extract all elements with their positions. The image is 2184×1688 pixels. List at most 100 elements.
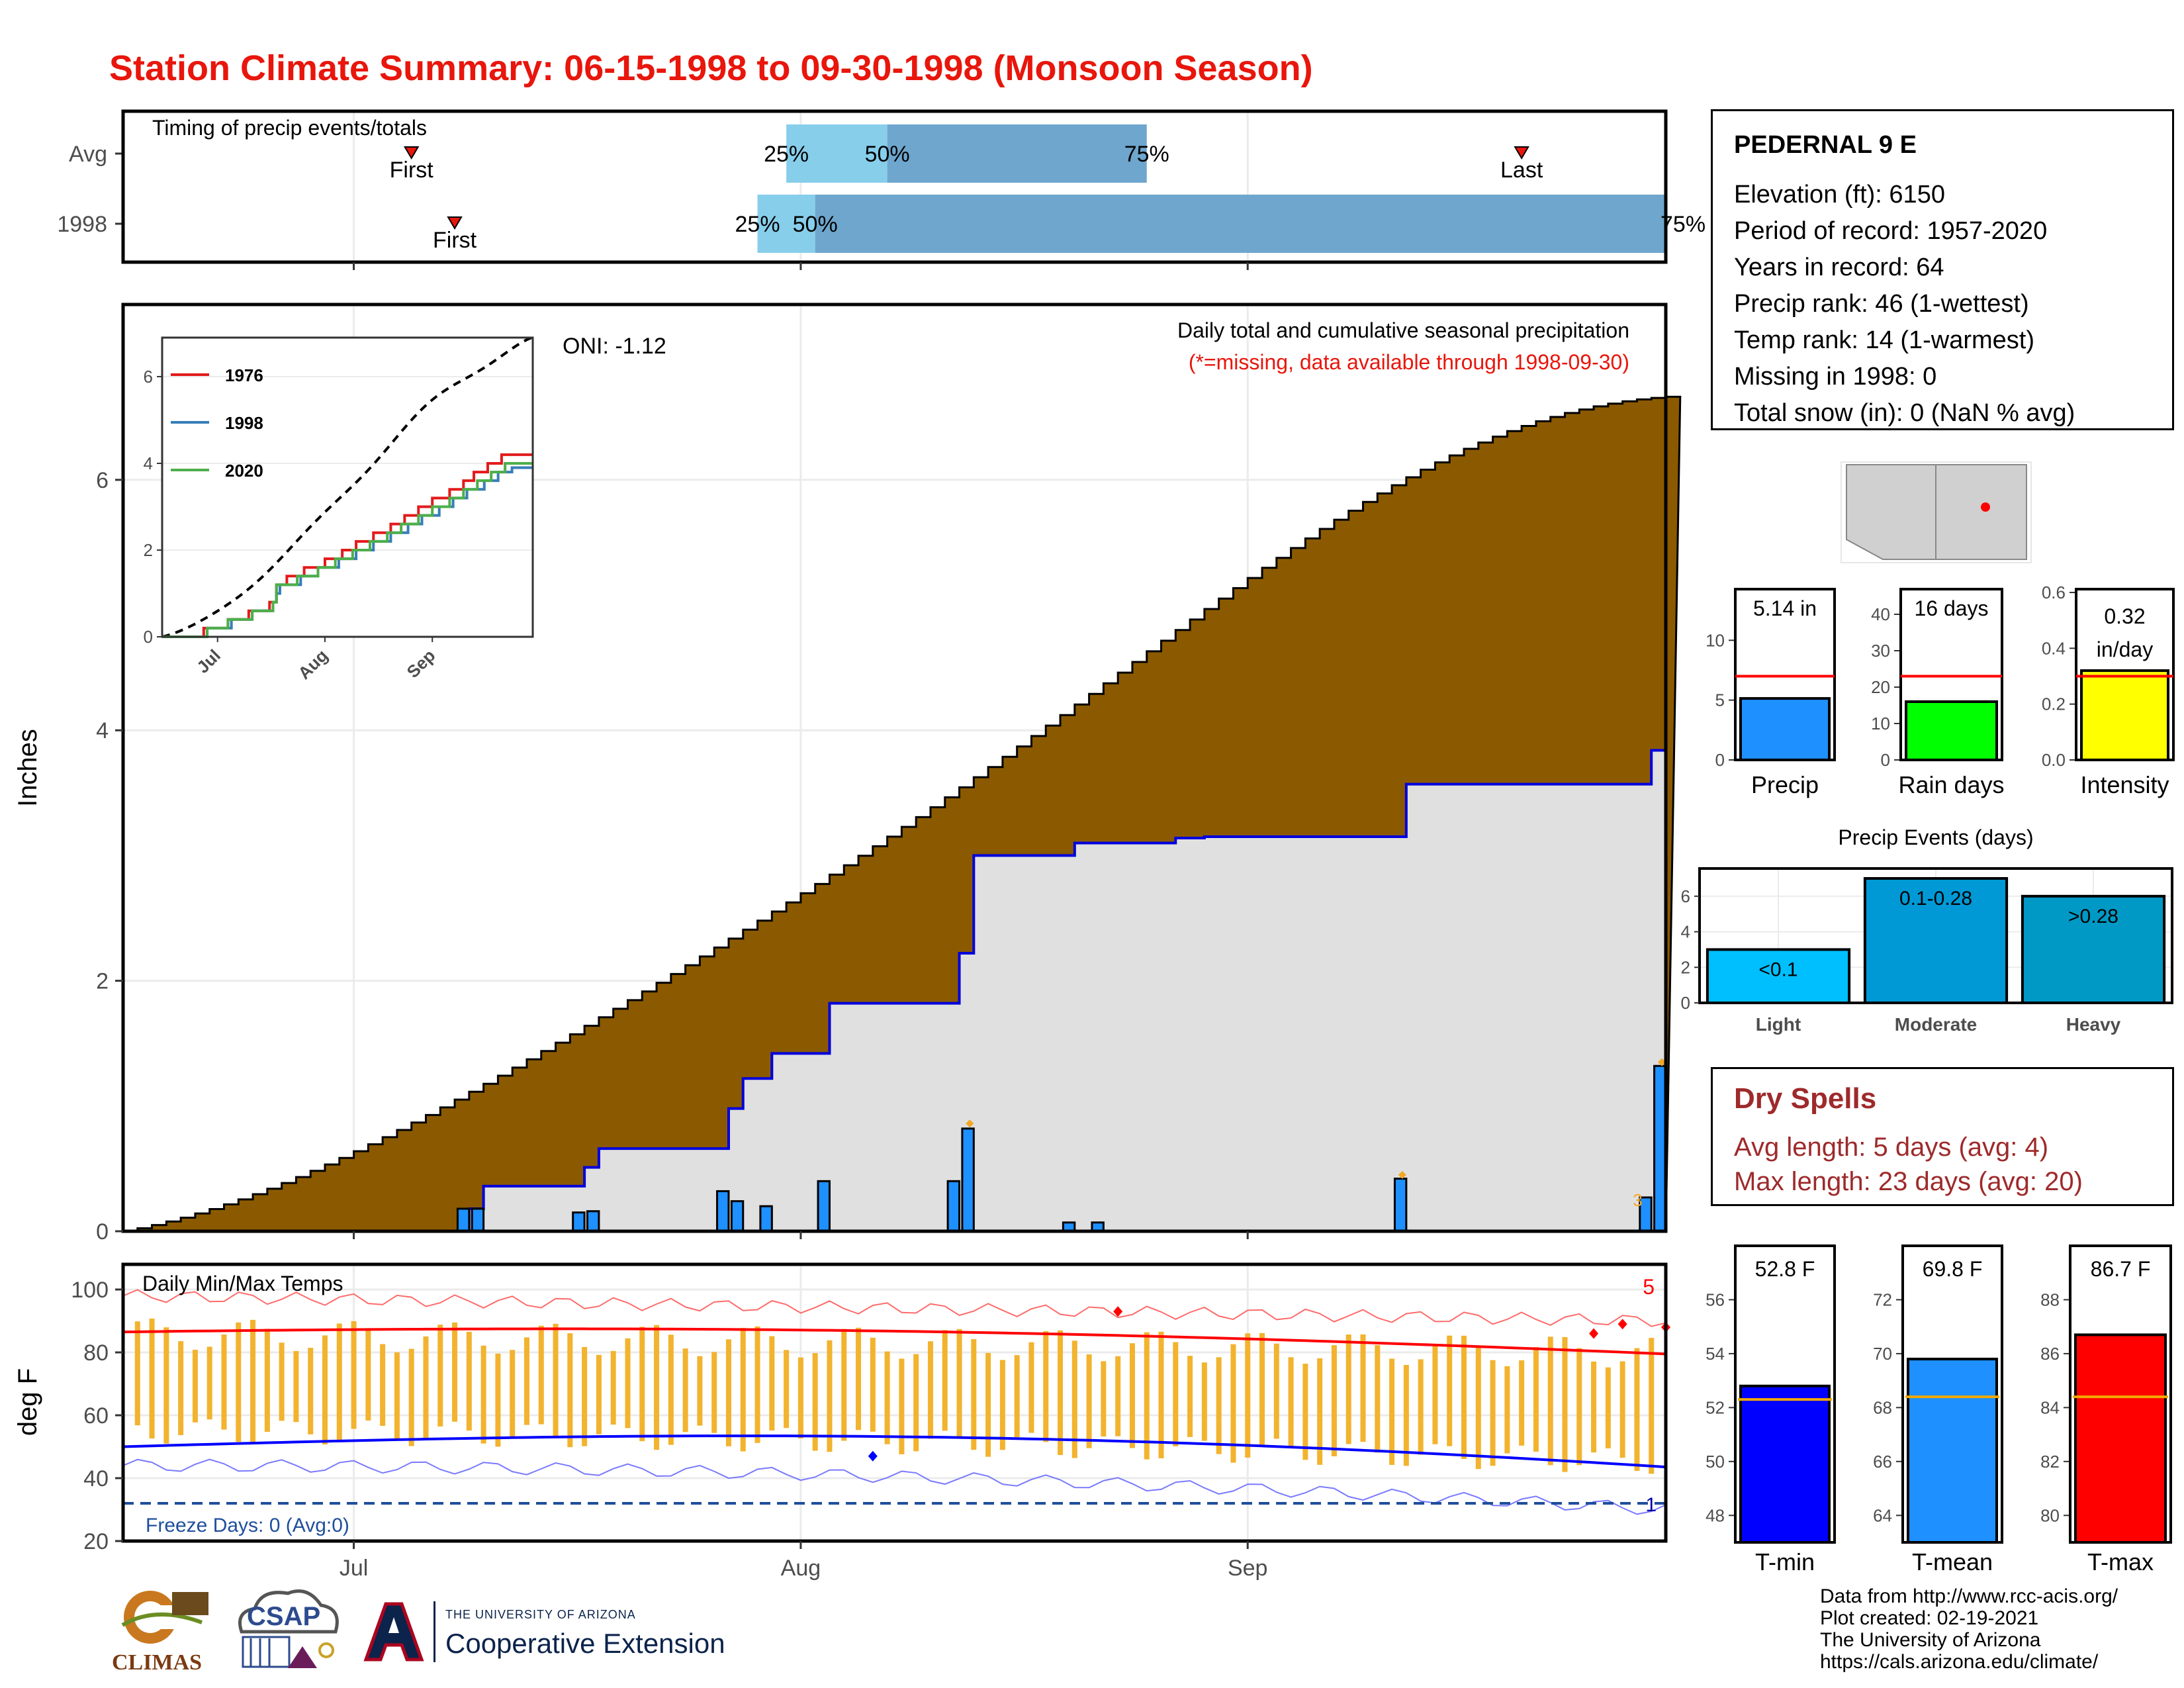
timeline-row-label: 1998	[57, 212, 107, 237]
tsummary-y-tick-label: 72	[1873, 1289, 1892, 1309]
inset-y-tick-label: 0	[144, 627, 153, 647]
daily-temp-bar	[1201, 1362, 1207, 1441]
climas-logo: CLIMAS	[109, 1585, 215, 1678]
daily-temp-bar	[1634, 1348, 1640, 1471]
daily-temp-bar	[538, 1325, 544, 1425]
summary-y-tick-label: 0	[1715, 750, 1725, 770]
timeline-title: Timing of precip events/totals	[152, 116, 427, 140]
station-temp-rank: Temp rank: 14 (1-warmest)	[1734, 326, 2035, 354]
y1998-q25-label: 25%	[735, 212, 780, 237]
observed-1998-cumulative-area	[123, 580, 1667, 1233]
station-snow: Total snow (in): 0 (NaN % avg)	[1734, 399, 2075, 427]
daily-temp-bar	[1317, 1358, 1323, 1465]
climas-wordmark: CLIMAS	[112, 1650, 203, 1675]
daily-precip-bar	[1653, 1064, 1667, 1233]
daily-temp-bar	[553, 1323, 559, 1436]
y1998-first-marker	[447, 216, 463, 230]
y1998-q50-q75-bar	[815, 195, 1666, 253]
daily-temp-bar	[971, 1339, 977, 1450]
dry-spells-title: Dry Spells	[1734, 1082, 1877, 1115]
daily-temp-bar	[1014, 1355, 1020, 1438]
tsummary-y-tick-label: 56	[1706, 1289, 1725, 1309]
avg-first-label: First	[390, 158, 434, 183]
tsummary-y-tick-label: 84	[2040, 1397, 2060, 1417]
daily-temp-bar	[1259, 1333, 1265, 1445]
daily-temp-bar	[1158, 1331, 1164, 1458]
ua-a-icon	[363, 1602, 424, 1662]
daily-temp-bar	[1375, 1345, 1381, 1453]
heavy-event-marker	[966, 1119, 974, 1128]
precip-chart-subtitle: (*=missing, data available through 1998-…	[1189, 350, 1629, 374]
daily-temp-bar	[1490, 1360, 1496, 1466]
daily-temp-bar	[466, 1331, 472, 1431]
daily-temp-bar	[408, 1348, 414, 1446]
daily-temp-bar	[523, 1337, 529, 1425]
summary-bar	[2080, 669, 2169, 761]
locator-map	[1841, 461, 2032, 563]
credit-url: https://cals.arizona.edu/climate/	[1820, 1651, 2099, 1673]
precip-y-tick-label: 6	[96, 468, 109, 493]
daily-temp-bar	[206, 1346, 212, 1420]
summary-y-tick-label: 20	[1871, 677, 1890, 697]
daily-temp-bar	[740, 1327, 746, 1452]
month-tick-label: Jul	[340, 1556, 368, 1581]
daily-temp-bar	[1533, 1347, 1539, 1452]
events-border	[1698, 867, 2173, 1004]
precip-y-tick-label: 4	[96, 718, 109, 743]
daily-temp-bar	[1058, 1330, 1064, 1456]
summary-y-tick-label: 5	[1715, 690, 1725, 710]
daily-temp-bar	[1547, 1336, 1553, 1466]
daily-temp-bar	[480, 1345, 486, 1444]
daily-precip-bar	[817, 1180, 831, 1233]
temp-y-tick-label: 80	[83, 1340, 109, 1366]
tsummary-category-label: T-min	[1755, 1548, 1815, 1575]
daily-temp-bar	[1101, 1361, 1107, 1437]
summary-y-tick-label: 30	[1871, 641, 1890, 661]
daily-temp-bar	[1591, 1361, 1597, 1453]
inset-legend-label: 1976	[225, 365, 263, 385]
event-count-label: 3	[1633, 1190, 1642, 1210]
record-high-count: 5	[1643, 1275, 1655, 1299]
summary-category-label: Rain days	[1898, 771, 2004, 798]
tsummary-y-tick-label: 64	[1873, 1505, 1892, 1525]
avg-tmin-line	[122, 1434, 1666, 1469]
tsummary-category-label: T-mean	[1912, 1548, 1993, 1575]
daily-temp-bar	[1129, 1343, 1135, 1448]
inset-y-tick-label: 6	[144, 367, 153, 387]
arizona-shape	[1846, 464, 1936, 560]
daily-temp-bar	[293, 1350, 299, 1423]
events-category-label: Light	[1756, 1014, 1801, 1035]
daily-temp-bar	[784, 1350, 790, 1429]
daily-temp-bar	[264, 1329, 270, 1432]
daily-precip-bar	[572, 1211, 586, 1233]
daily-temp-bar	[1288, 1357, 1294, 1447]
daily-temp-bar	[192, 1350, 198, 1423]
daily-temp-bar	[1649, 1338, 1655, 1474]
daily-precip-bar	[961, 1127, 975, 1233]
daily-temp-bar	[1187, 1356, 1193, 1437]
avg-first-marker	[403, 146, 420, 160]
credit-university: The University of Arizona	[1820, 1629, 2041, 1651]
page-title: Station Climate Summary: 06-15-1998 to 0…	[109, 48, 1313, 88]
precip-y-tick-label: 2	[96, 969, 109, 994]
daily-temp-bar	[1173, 1342, 1179, 1446]
events-y-tick-label: 0	[1681, 993, 1690, 1013]
events-bar-label: 0.1-0.28	[1899, 888, 1972, 910]
month-tick-label: Aug	[781, 1556, 821, 1581]
summary-value-label: 0.32	[2104, 604, 2145, 628]
daily-temp-bar	[610, 1350, 616, 1425]
inset-border	[161, 336, 534, 638]
daily-temp-bar	[134, 1321, 140, 1426]
daily-temp-bar	[682, 1348, 688, 1432]
summary-value-unit: in/day	[2097, 637, 2153, 661]
precip-y-axis-label: Inches	[13, 729, 42, 807]
new-mexico-shape	[1935, 464, 2027, 560]
daily-temp-bar	[1216, 1357, 1222, 1454]
daily-precip-bar	[759, 1205, 773, 1233]
daily-temp-bar	[1389, 1358, 1395, 1465]
inset-y-tick-label: 4	[144, 453, 153, 473]
precip-events-panel: Precip Events (days) <0.1 Light 0.1-0.28 Mod…	[1681, 825, 2173, 1035]
dry-spells-max: Max length: 23 days (avg: 20)	[1734, 1167, 2083, 1196]
daily-temp-bar	[899, 1358, 905, 1454]
tsummary-y-tick-label: 88	[2040, 1289, 2060, 1309]
